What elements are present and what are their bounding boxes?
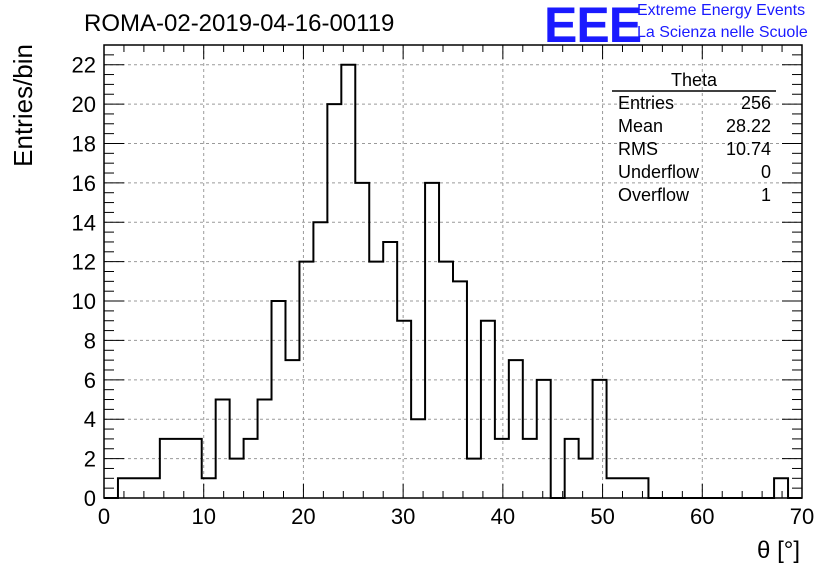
y-tick-label: 22 <box>72 53 96 78</box>
stats-label: RMS <box>618 139 658 159</box>
stats-label: Overflow <box>618 185 690 205</box>
y-tick-label: 4 <box>84 407 96 432</box>
stats-value: 0 <box>760 162 771 182</box>
y-tick-label: 8 <box>84 328 96 353</box>
y-tick-label: 18 <box>72 131 96 156</box>
y-tick-label: 12 <box>72 250 96 275</box>
stats-row-entries: Entries 256 <box>618 92 771 114</box>
x-tick-label: 10 <box>191 504 215 529</box>
x-tick-label: 20 <box>291 504 315 529</box>
stats-value: 256 <box>740 93 771 113</box>
y-axis-label: Entries/bin <box>8 44 38 167</box>
logo-tagline-1: Extreme Energy Events <box>637 2 806 19</box>
histogram-series <box>104 63 802 499</box>
chart-title: ROMA-02-2019-04-16-00119 <box>84 10 395 37</box>
x-tick-label: 60 <box>690 504 714 529</box>
x-tick-label: 40 <box>491 504 515 529</box>
stats-row-underflow: Underflow 0 <box>618 161 771 183</box>
stats-value: 1 <box>760 185 771 205</box>
y-tick-label: 2 <box>84 447 96 472</box>
x-tick-label: 70 <box>790 504 814 529</box>
stats-row-rms: RMS 10.74 <box>618 138 771 160</box>
y-tick-label: 10 <box>72 289 96 314</box>
stats-row-overflow: Overflow 1 <box>618 184 771 206</box>
y-tick-label: 16 <box>72 171 96 196</box>
eee-logo: EEE <box>544 0 642 53</box>
x-tick-label: 30 <box>391 504 415 529</box>
y-tick-label: 14 <box>72 210 96 235</box>
x-tick-label: 50 <box>590 504 614 529</box>
stats-value: 28.22 <box>725 116 771 136</box>
y-tick-label: 0 <box>84 486 96 511</box>
y-tick-label: 20 <box>72 92 96 117</box>
stats-label: Entries <box>618 93 675 113</box>
stats-row-mean: Mean 28.22 <box>618 115 771 137</box>
stats-label: Underflow <box>618 162 700 182</box>
y-tick-label: 6 <box>84 368 96 393</box>
stats-box-title: Theta <box>670 70 718 90</box>
stats-value: 10.74 <box>725 139 771 159</box>
logo-tagline-2: La Scienza nelle Scuole <box>637 24 808 41</box>
x-tick-label: 0 <box>98 504 110 529</box>
stats-label: Mean <box>618 116 664 136</box>
x-axis-label: θ [°] <box>757 537 800 564</box>
